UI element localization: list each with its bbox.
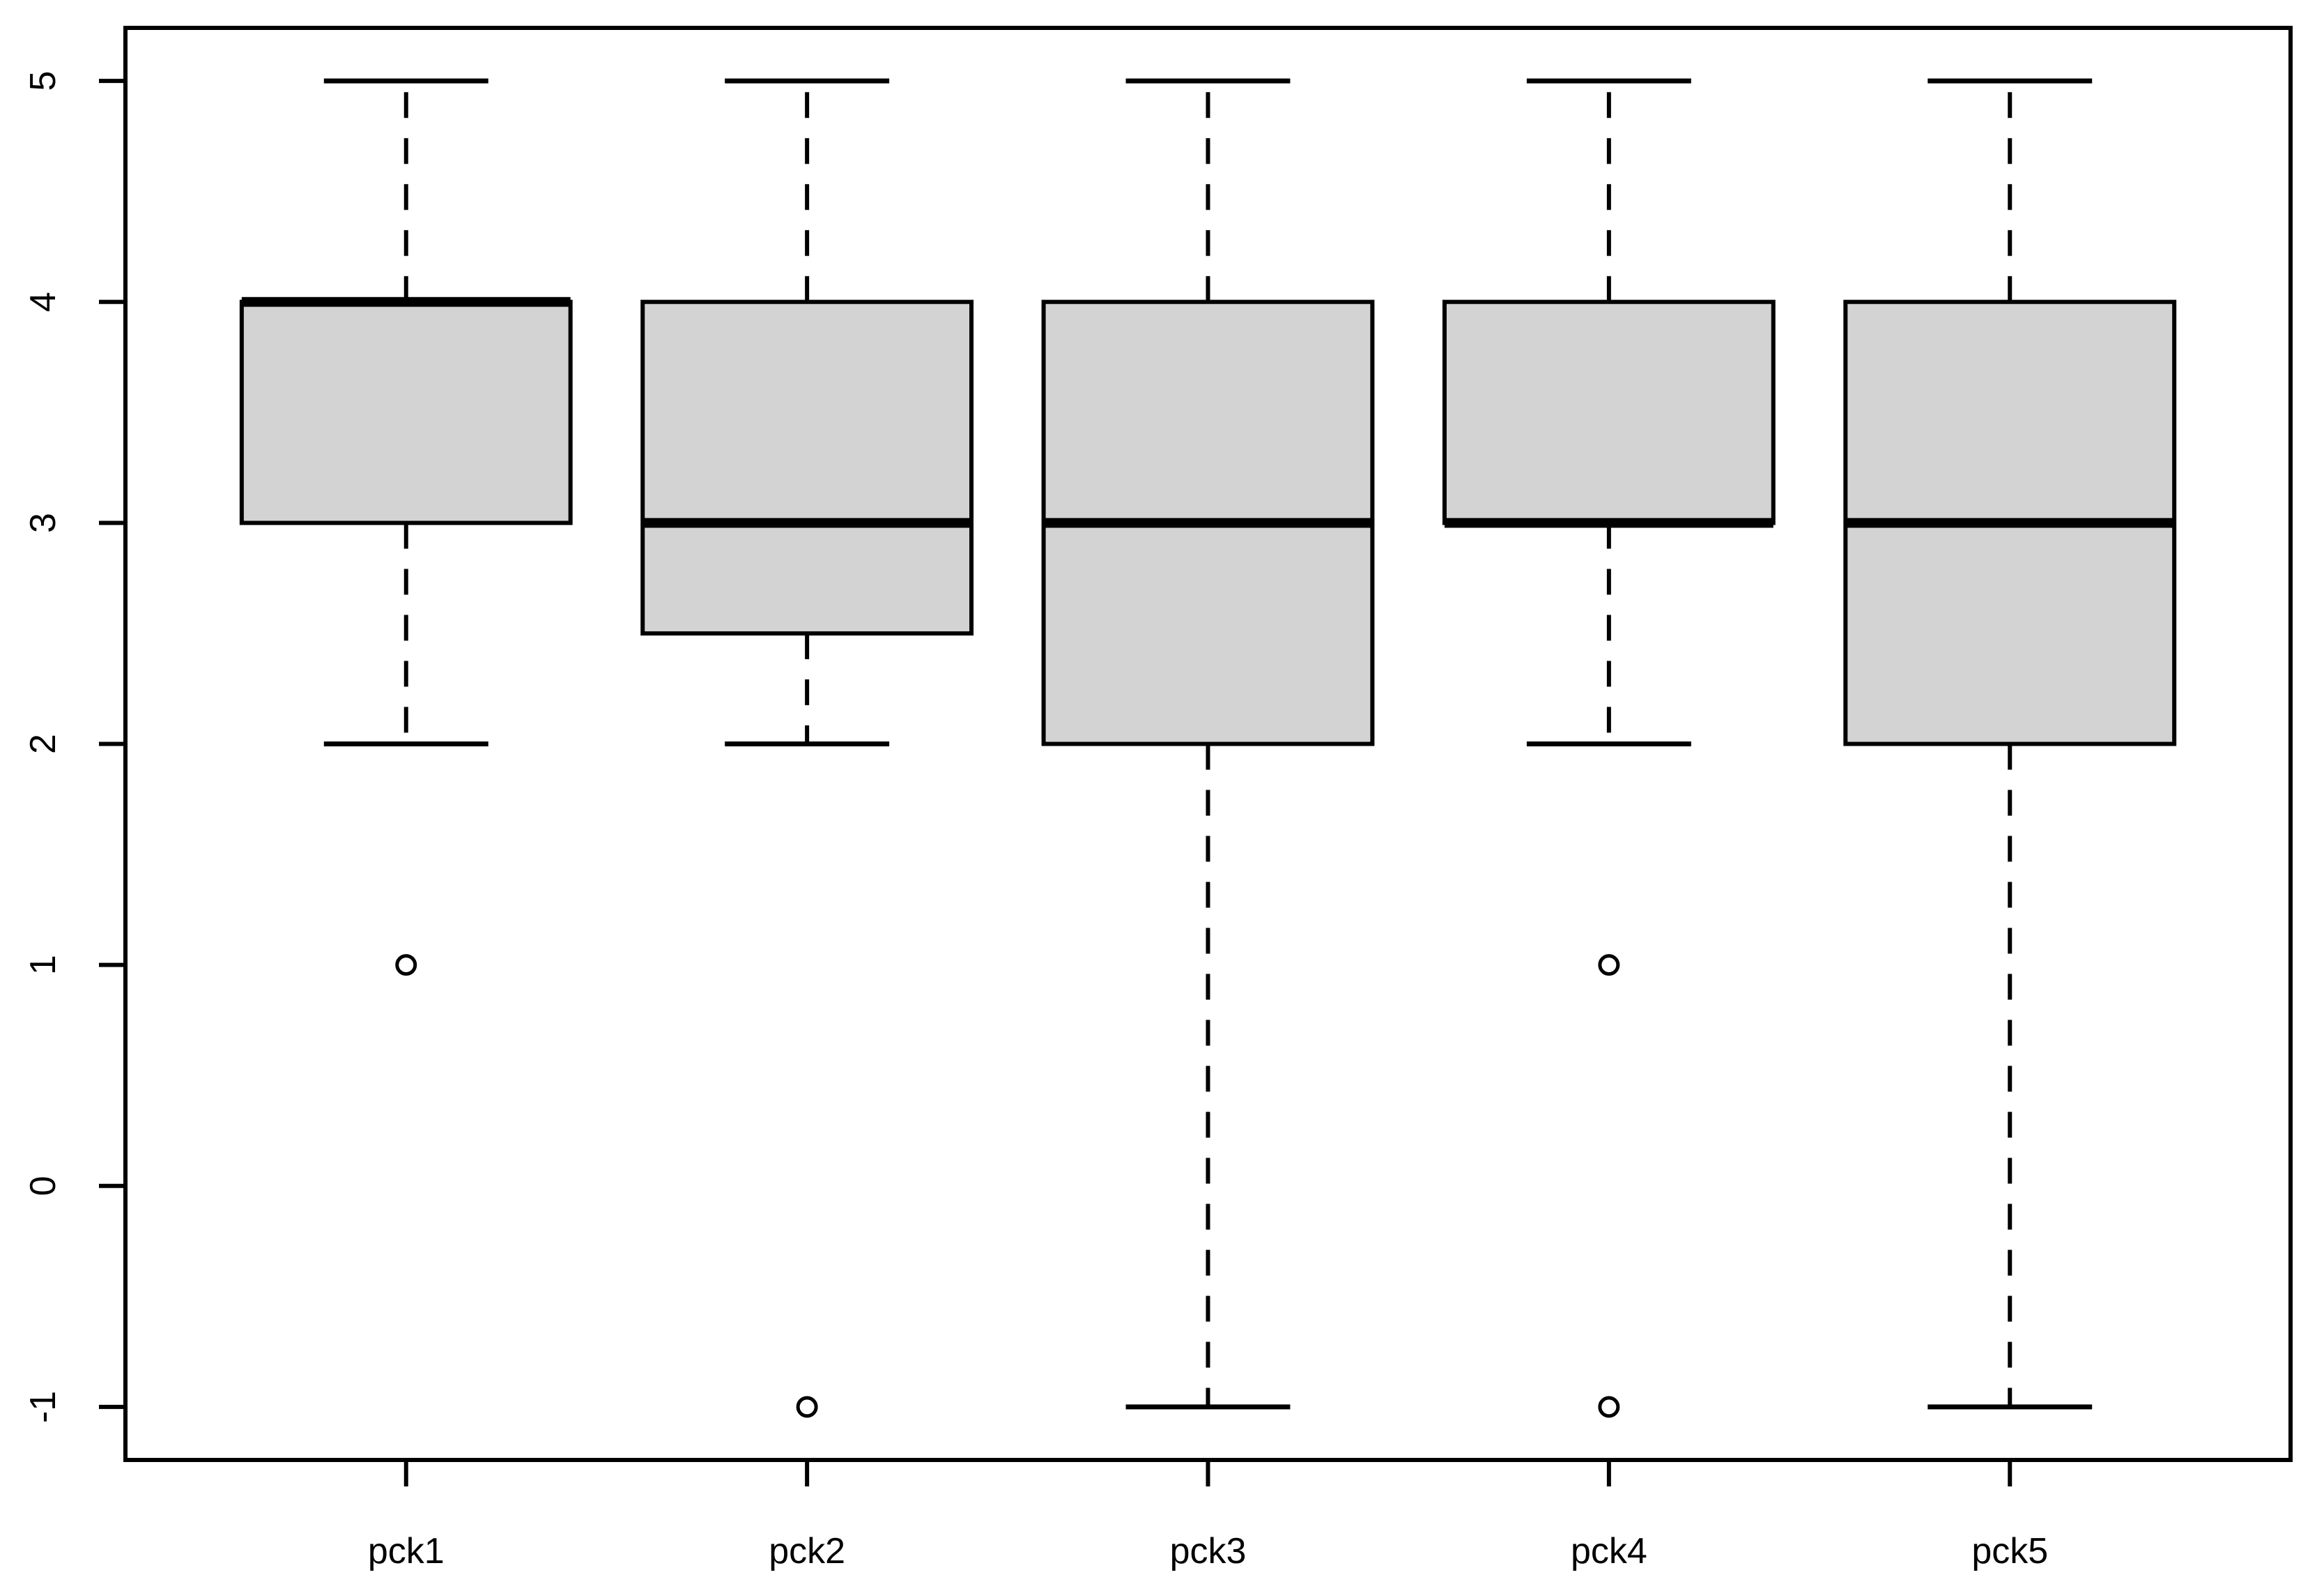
x-axis-label-pck3: pck3 (1170, 1531, 1247, 1571)
outlier-pck2-0 (796, 1396, 818, 1418)
x-axis-label-pck4: pck4 (1571, 1531, 1647, 1571)
x-axis-label-pck5: pck5 (1971, 1531, 2048, 1571)
outlier-pck4-0 (1598, 954, 1620, 976)
box-pck1 (239, 300, 573, 525)
y-axis-label-3: 3 (23, 513, 63, 533)
outlier-pck4-1 (1598, 1396, 1620, 1418)
y-axis-label-1: 1 (23, 955, 63, 975)
y-axis-label-4: 4 (23, 292, 63, 312)
outlier-pck1-0 (395, 954, 417, 976)
box-pck4 (1442, 300, 1776, 525)
x-axis-label-pck2: pck2 (769, 1531, 845, 1571)
y-axis-label-2: 2 (23, 734, 63, 754)
box-pck2 (640, 300, 974, 636)
x-axis-label-pck1: pck1 (368, 1531, 445, 1571)
y-axis-label-5: 5 (23, 71, 63, 91)
y-axis-label--1: -1 (23, 1391, 63, 1423)
y-axis-label-0: 0 (23, 1176, 63, 1196)
